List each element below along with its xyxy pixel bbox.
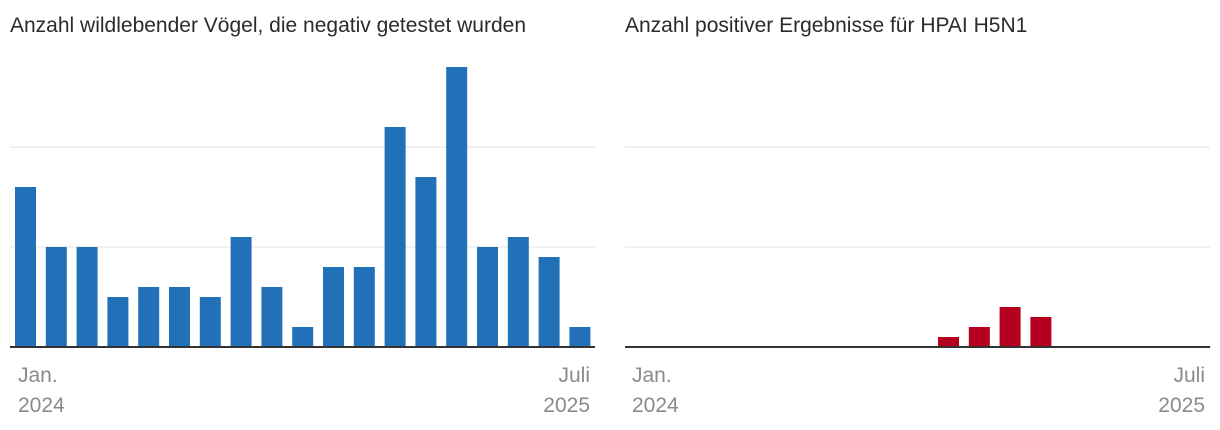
bar-2024-05 <box>138 287 160 347</box>
bar-2025-07 <box>569 327 591 347</box>
bar-2024-12 <box>968 327 990 347</box>
x-tick-label-end-line1: Juli <box>558 364 590 387</box>
bar-2024-12 <box>353 267 375 347</box>
bar-chart-positive-h5n1: Jan. 2024 Juli 2025 <box>625 146 1210 417</box>
bar-2025-02 <box>1030 317 1052 347</box>
chart-panel-negative-birds: Anzahl wildlebender Vögel, die negativ g… <box>10 14 595 417</box>
bar-2025-02 <box>415 177 437 347</box>
x-tick-label-end-line2: 2025 <box>543 394 590 417</box>
chart-panel-positive-h5n1: Anzahl positiver Ergebnisse für HPAI H5N… <box>615 0 1220 430</box>
x-tick-label-end-line2: 2025 <box>1158 394 1205 417</box>
bar-2025-04 <box>477 247 498 347</box>
bar-2025-01 <box>999 307 1021 347</box>
x-tick-label-start-line2: 2024 <box>18 394 65 417</box>
bar-2024-11 <box>323 267 344 347</box>
chart-title: Anzahl positiver Ergebnisse für HPAI H5N… <box>625 14 1028 37</box>
bar-2025-05 <box>507 237 529 347</box>
bar-2024-11 <box>938 337 959 347</box>
bar-2024-04 <box>107 297 129 347</box>
x-tick-label-start-line1: Jan. <box>18 364 58 387</box>
bar-2025-03 <box>446 67 468 347</box>
bar-2024-03 <box>76 247 98 347</box>
bar-2024-07 <box>199 297 221 347</box>
x-tick-label-start-line1: Jan. <box>632 364 672 387</box>
bar-2024-10 <box>292 327 314 347</box>
bar-2024-08 <box>230 237 252 347</box>
chart-title: Anzahl wildlebender Vögel, die negativ g… <box>10 14 527 37</box>
x-tick-label-end-line1: Juli <box>1173 364 1205 387</box>
x-tick-label-start-line2: 2024 <box>632 394 679 417</box>
bar-2025-01 <box>384 127 406 347</box>
bar-2024-02 <box>45 247 67 347</box>
bar-2024-09 <box>261 287 283 347</box>
bar-2024-06 <box>169 287 190 347</box>
bar-2024-01 <box>15 187 36 347</box>
bar-2025-06 <box>538 257 560 347</box>
bar-chart-negative-birds: Jan. 2024 Juli 2025 <box>10 67 595 417</box>
